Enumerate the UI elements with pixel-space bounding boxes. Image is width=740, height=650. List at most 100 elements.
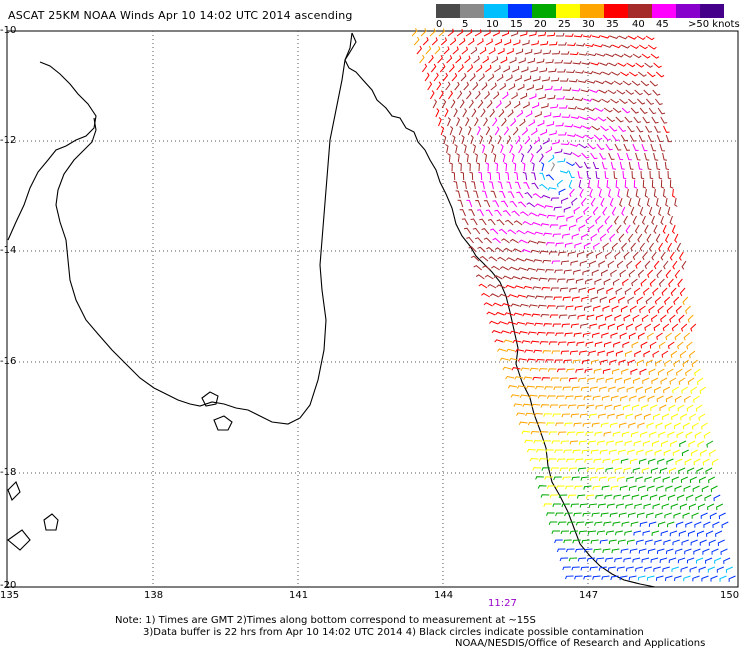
wind-barb [507, 385, 517, 389]
wind-barb [465, 29, 473, 37]
wind-barb [612, 44, 622, 49]
wind-barb [522, 220, 532, 226]
wind-barb [518, 421, 528, 426]
wind-barb [626, 188, 630, 198]
wind-barb [597, 179, 601, 189]
wind-barb [574, 97, 584, 101]
wind-barb [493, 91, 500, 100]
wind-barb [511, 153, 515, 163]
wind-barb [637, 512, 645, 518]
wind-barb [521, 340, 531, 344]
wind-barb [535, 358, 545, 363]
wind-barb [684, 458, 692, 466]
wind-barb [674, 332, 681, 341]
wind-barb [489, 320, 499, 325]
wind-barb [628, 197, 632, 207]
wind-barb [580, 386, 589, 392]
wind-barb [425, 45, 432, 55]
wind-barb [586, 557, 596, 562]
wind-barb [700, 512, 708, 519]
wind-barb [558, 131, 567, 136]
latitude-label: -16 [0, 356, 17, 367]
wind-barb [604, 170, 609, 180]
colorbar-segment [676, 4, 701, 18]
wind-barb [608, 539, 617, 545]
wind-barb [512, 248, 522, 253]
wind-barb [489, 108, 495, 118]
wind-barb [506, 257, 516, 262]
wind-barb [490, 190, 497, 199]
wind-barb [665, 134, 672, 143]
wind-barb [455, 55, 462, 64]
wind-barb [589, 476, 598, 481]
wind-barb [554, 449, 563, 454]
wind-barb [662, 188, 667, 198]
colorbar-label: 40 [632, 19, 645, 30]
wind-barb [714, 557, 722, 564]
wind-barb [507, 294, 517, 298]
wind-barb [669, 377, 677, 385]
wind-barb [438, 90, 444, 100]
wind-barb [499, 82, 507, 91]
wind-barb [472, 82, 479, 91]
wind-barb [491, 330, 501, 334]
wind-barb [653, 188, 658, 198]
wind-barb [589, 323, 598, 329]
wind-barb [639, 368, 647, 375]
wind-barb [632, 215, 637, 225]
wind-barb [623, 143, 630, 151]
wind-barb [580, 197, 587, 207]
wind-barb [569, 350, 579, 355]
wind-barb [560, 440, 570, 445]
wind-barb [665, 575, 673, 581]
wind-barb [533, 349, 543, 354]
wind-barb [525, 110, 533, 118]
wind-barb [633, 530, 642, 536]
wind-barb [607, 89, 617, 95]
wind-barb [675, 458, 683, 465]
wind-barb [503, 339, 513, 343]
wind-barb [645, 449, 653, 456]
wind-barb [577, 79, 587, 83]
wind-barb [680, 566, 688, 573]
wind-barb [529, 457, 539, 462]
wind-barb [462, 180, 467, 190]
wind-barb [588, 116, 598, 121]
wind-barb [618, 233, 625, 243]
wind-barb [684, 548, 692, 555]
wind-barb [654, 296, 662, 305]
wind-barb [656, 269, 663, 279]
wind-barb [605, 314, 613, 321]
wind-barb [579, 350, 588, 356]
wind-barb [582, 269, 590, 276]
wind-barb [599, 233, 607, 242]
wind-barb [591, 125, 601, 131]
wind-barb [644, 188, 649, 198]
wind-barb [640, 80, 650, 87]
wind-barb [589, 89, 599, 93]
wind-barb [716, 503, 724, 511]
wind-barb [480, 108, 486, 118]
wind-barb [494, 65, 501, 73]
wind-barb [552, 113, 562, 118]
wind-barb [605, 530, 615, 536]
wind-barb [603, 107, 613, 113]
wind-barb [618, 125, 626, 132]
wind-barb [561, 197, 569, 204]
wind-barb [514, 181, 521, 190]
wind-barb [585, 278, 593, 285]
wind-barb [646, 233, 652, 243]
wind-barb [623, 557, 632, 563]
colorbar-segment [580, 4, 605, 18]
wind-barb [607, 260, 615, 268]
wind-barb [658, 341, 666, 349]
wind-barb [641, 404, 649, 411]
wind-barb [424, 72, 430, 82]
wind-barb [581, 296, 589, 302]
wind-barb [599, 449, 608, 455]
wind-barb [649, 80, 659, 87]
wind-barb [610, 575, 619, 581]
wind-barb [511, 92, 518, 100]
wind-barb [549, 224, 559, 228]
wind-barb [598, 323, 607, 330]
